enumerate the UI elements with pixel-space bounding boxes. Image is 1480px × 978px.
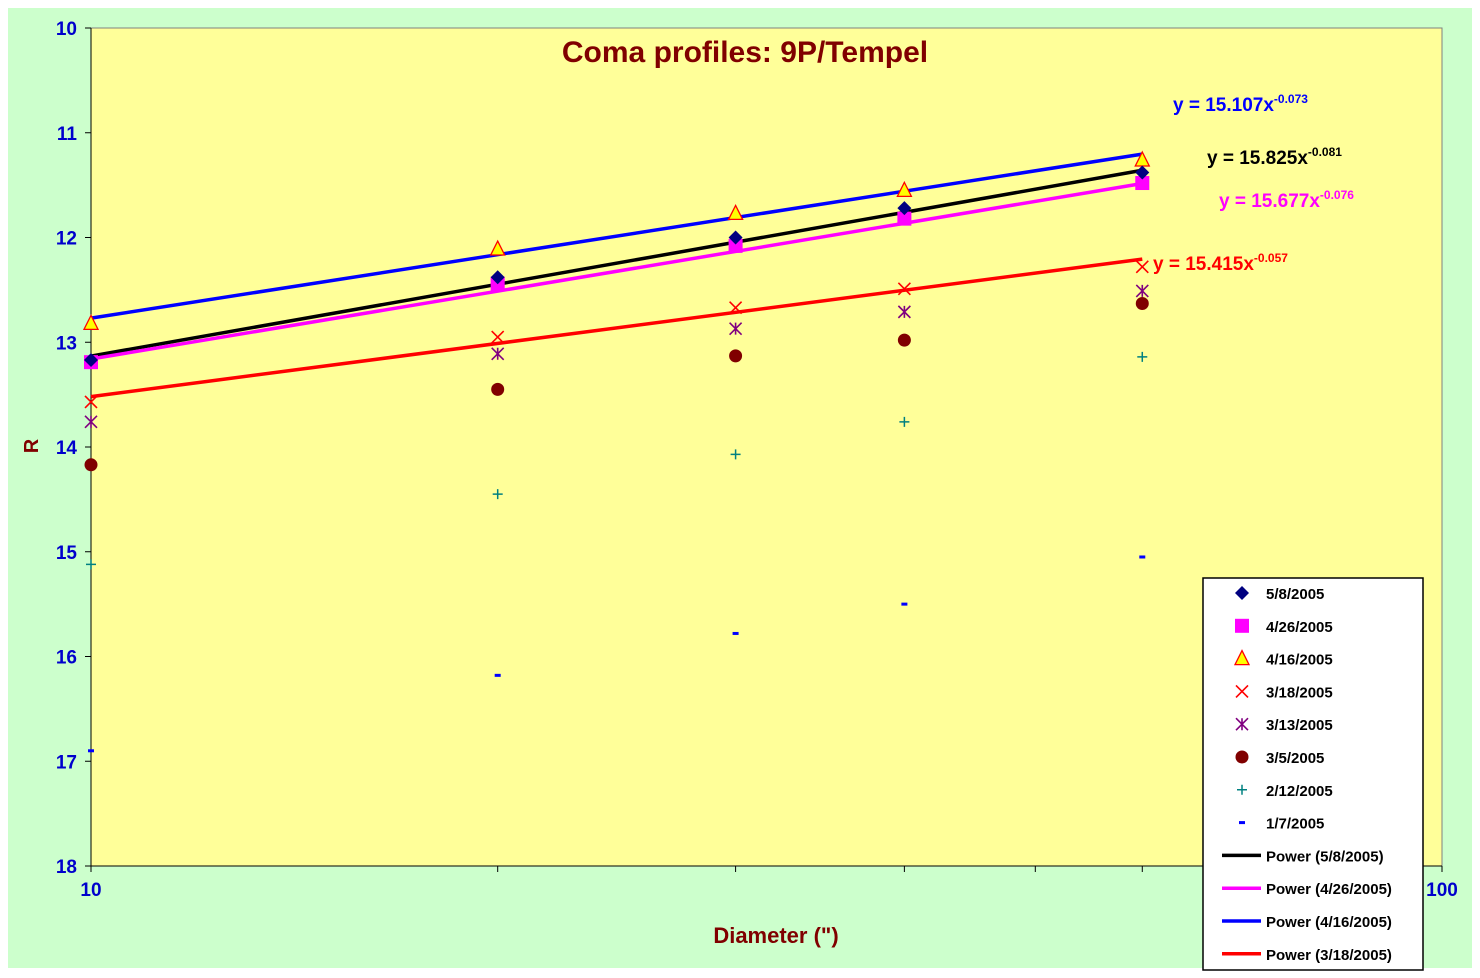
legend-label: Power (5/8/2005)	[1266, 848, 1384, 865]
legend-item: 4/26/2005	[1235, 618, 1333, 636]
trend-lines	[90, 152, 1143, 399]
trendline	[90, 152, 1143, 320]
data-point	[728, 230, 743, 245]
trendline-equation: y = 15.107x-0.073	[1173, 92, 1308, 116]
data-point	[84, 353, 98, 368]
data-point	[82, 313, 100, 331]
data-point	[1235, 684, 1249, 698]
data-point	[897, 333, 911, 347]
legend-label: 2/12/2005	[1266, 783, 1333, 800]
legend-label: 4/26/2005	[1266, 619, 1333, 636]
data-point	[899, 416, 910, 427]
legend-item: Power (3/18/2005)	[1222, 947, 1392, 964]
data-point	[1235, 586, 1249, 600]
y-tick-label: 18	[56, 857, 77, 878]
data-point	[732, 631, 739, 635]
data-point	[729, 301, 743, 315]
data-point	[1135, 176, 1150, 191]
y-tick-label: 17	[56, 752, 77, 773]
data-point	[1239, 821, 1245, 825]
trendline-equations: y = 15.825x-0.081 y = 15.677x-0.076 y = 15…	[1153, 92, 1354, 275]
data-point	[1135, 296, 1149, 310]
trendline-equation: y = 15.677x-0.076	[1219, 188, 1354, 212]
data-point	[491, 330, 505, 344]
data-point	[897, 211, 912, 226]
data-point	[729, 349, 743, 363]
data-point	[1139, 555, 1146, 559]
data-point	[1135, 260, 1149, 274]
chart-title: Coma profiles: 9P/Tempel	[562, 36, 928, 69]
legend-label: 4/16/2005	[1266, 652, 1333, 669]
data-point	[491, 347, 505, 361]
y-axis-label: R	[21, 438, 43, 453]
y-tick-label: 16	[56, 648, 77, 669]
data-point	[88, 749, 94, 753]
legend-item: Power (5/8/2005)	[1222, 848, 1384, 865]
y-tick-label: 10	[56, 19, 77, 40]
data-point	[1235, 750, 1249, 764]
data-point	[1237, 784, 1247, 795]
legend-label: 5/8/2005	[1266, 586, 1324, 603]
legend-item: Power (4/16/2005)	[1222, 914, 1392, 931]
trendline	[90, 168, 1143, 358]
legend-label: 3/5/2005	[1266, 750, 1324, 767]
x-axis-label: Diameter (")	[713, 923, 838, 948]
data-point	[490, 270, 505, 285]
data-point	[730, 449, 741, 460]
legend-label: Power (3/18/2005)	[1266, 947, 1392, 964]
x-tick-label: 10	[80, 880, 101, 901]
data-points	[82, 150, 1151, 753]
y-tick-label: 15	[56, 543, 78, 564]
data-point	[897, 282, 911, 296]
legend-label: 3/13/2005	[1266, 717, 1333, 734]
trendline-equation: y = 15.825x-0.081	[1207, 145, 1342, 169]
x-tick-label: 100	[1426, 880, 1458, 901]
data-point	[897, 201, 912, 216]
data-point	[896, 180, 913, 198]
legend-item: 3/13/2005	[1235, 717, 1333, 734]
data-point	[84, 395, 98, 409]
data-point	[492, 489, 503, 500]
trendline	[90, 181, 1143, 361]
legend-item: 4/16/2005	[1233, 649, 1333, 669]
data-point	[727, 203, 744, 221]
legend-item: 1/7/2005	[1239, 816, 1324, 833]
legend-item: 3/18/2005	[1235, 684, 1333, 701]
legend-box	[1202, 577, 1424, 971]
legend-label: Power (4/16/2005)	[1266, 914, 1392, 931]
data-point	[897, 305, 911, 319]
data-point	[1235, 618, 1249, 633]
data-point	[728, 238, 743, 253]
legend-item: 5/8/2005	[1235, 586, 1324, 603]
data-point	[1137, 351, 1148, 362]
trendline	[90, 257, 1143, 399]
legend-label: 1/7/2005	[1266, 816, 1324, 833]
data-point	[494, 673, 501, 677]
y-tick-label: 12	[56, 229, 77, 250]
data-point	[901, 602, 908, 606]
data-point	[729, 322, 743, 336]
y-tick-label: 13	[56, 333, 77, 354]
y-tick-label: 14	[56, 438, 78, 459]
data-point	[84, 458, 98, 472]
data-point	[86, 559, 96, 570]
data-point	[491, 382, 505, 396]
data-point	[1235, 717, 1249, 731]
legend-item: Power (4/26/2005)	[1222, 881, 1392, 898]
legend-item: 2/12/2005	[1237, 783, 1333, 800]
data-point	[489, 239, 506, 256]
legend: 5/8/2005 4/26/2005 4/16/2005 3/18/2005 3/13/…	[1202, 577, 1424, 971]
data-point	[1135, 165, 1150, 180]
data-point	[1135, 284, 1149, 298]
trendline-equation: y = 15.415x-0.057	[1153, 251, 1288, 275]
data-point	[1233, 649, 1251, 666]
y-tick-label: 11	[57, 124, 78, 145]
legend-label: 3/18/2005	[1266, 684, 1333, 701]
legend-label: Power (4/26/2005)	[1266, 881, 1392, 898]
legend-item: 3/5/2005	[1235, 750, 1324, 767]
data-point	[84, 415, 98, 429]
